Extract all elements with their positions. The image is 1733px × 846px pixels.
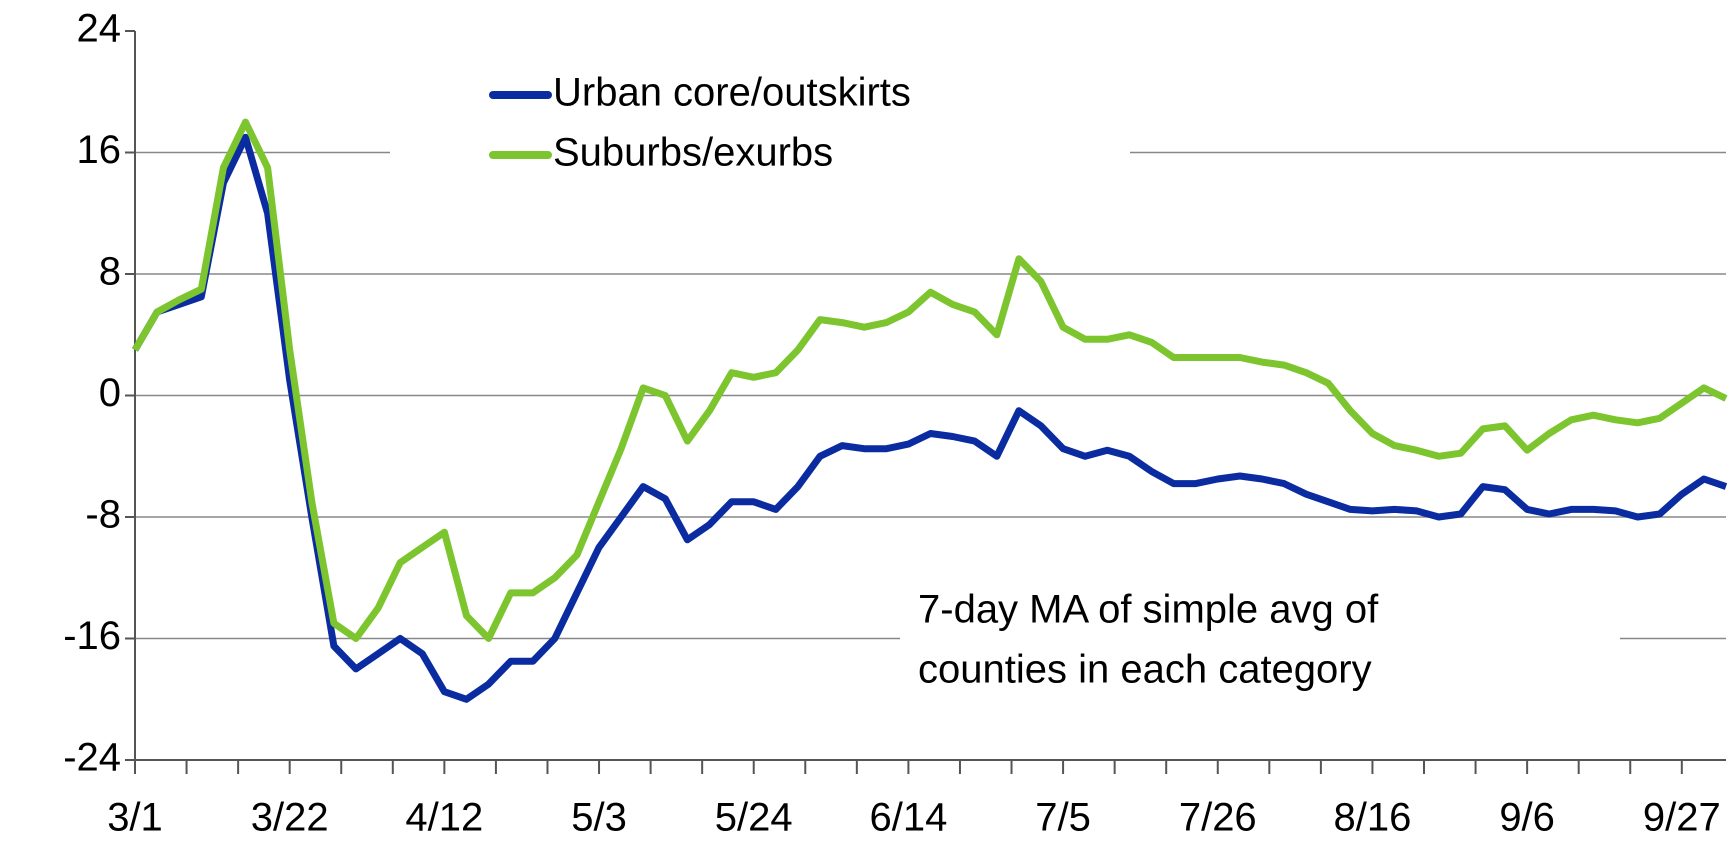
x-tick-label: 5/3: [571, 796, 627, 840]
x-tick-label: 7/26: [1179, 796, 1257, 840]
series-line: [131, 133, 1728, 703]
annotation: 7-day MA of simple avg of: [918, 588, 1379, 632]
series-line: [131, 118, 1728, 642]
y-tick-label: -16: [63, 614, 121, 658]
x-tick-label: 9/27: [1643, 796, 1721, 840]
y-tick-label: 24: [77, 7, 122, 51]
y-tick-label: -8: [85, 493, 121, 537]
x-tick-label: 5/24: [715, 796, 793, 840]
grid: [135, 151, 1726, 640]
x-tick-label: 8/16: [1334, 796, 1412, 840]
x-tick-label: 3/22: [251, 796, 329, 840]
x-tick-label: 3/1: [107, 796, 163, 840]
x-tick-label: 7/5: [1035, 796, 1091, 840]
y-tick-label: 16: [77, 128, 122, 172]
legend-background: [390, 55, 1130, 190]
annotation: counties in each category: [918, 648, 1372, 692]
x-tick-label: 6/14: [869, 796, 947, 840]
y-tick-label: 0: [99, 371, 121, 415]
legend-label: Suburbs/exurbs: [553, 131, 833, 175]
y-tick-label: 8: [99, 250, 121, 294]
x-tick-label: 9/6: [1499, 796, 1555, 840]
x-tick-label: 4/12: [405, 796, 483, 840]
legend-label: Urban core/outskirts: [553, 71, 911, 115]
y-tick-label: -24: [63, 736, 121, 780]
annotation-background: [900, 585, 1620, 705]
